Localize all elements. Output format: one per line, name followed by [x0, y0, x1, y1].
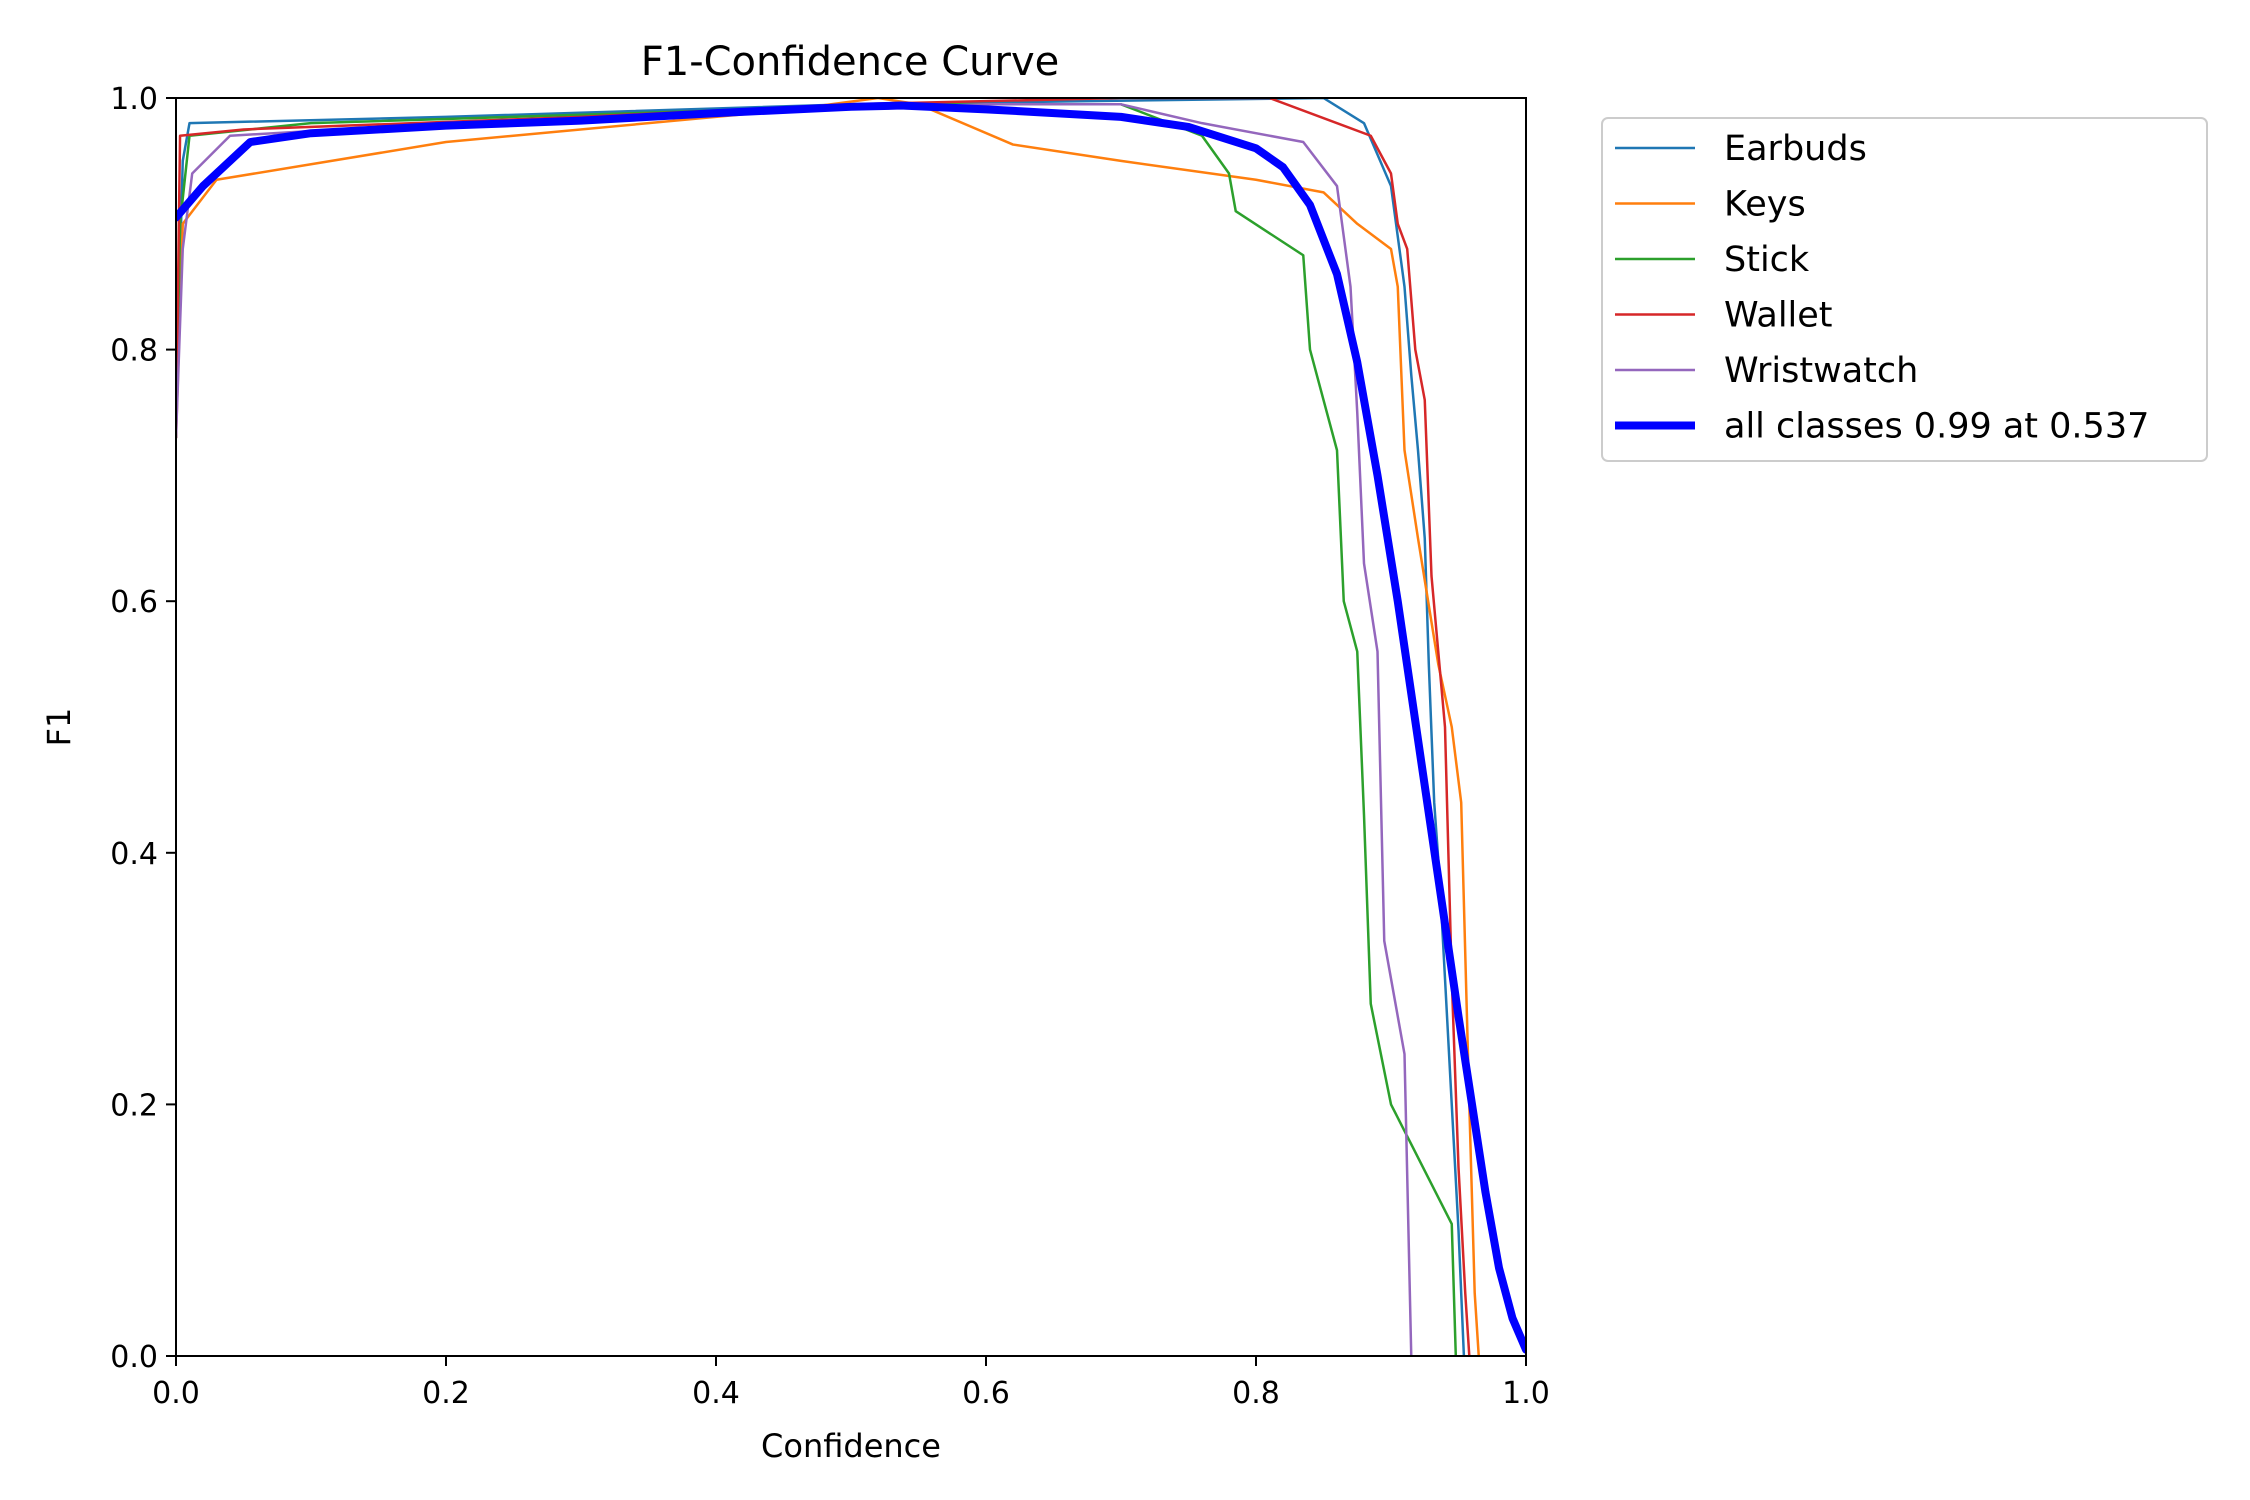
- series-line-all-classes-0-99-at-0-537: [176, 101, 1526, 1354]
- chart-title: F1-Confidence Curve: [641, 39, 1060, 85]
- plot-frame: [175, 97, 1527, 1357]
- x-tick-label: 0.8: [1232, 1376, 1280, 1411]
- y-axis: 0.0 0.2 0.4 0.6 0.8 1.0: [110, 82, 176, 1375]
- y-tick-label: 0.0: [110, 1340, 158, 1375]
- series-line-wristwatch: [176, 103, 1413, 1356]
- x-tick-label: 0.2: [422, 1376, 470, 1411]
- series-line-keys: [176, 98, 1480, 1356]
- series-line-earbuds: [176, 98, 1466, 1356]
- x-tick-label: 1.0: [1502, 1376, 1550, 1411]
- y-axis-label: F1: [40, 708, 78, 747]
- legend: Earbuds Keys Stick Wallet Wristwatch all clas…: [1601, 117, 2208, 462]
- legend-label: Wallet: [1724, 296, 1833, 336]
- y-tick-label: 0.4: [110, 837, 158, 872]
- legend-label: Keys: [1724, 185, 1806, 225]
- x-tick-label: 0.0: [152, 1376, 200, 1411]
- x-tick-label: 0.6: [962, 1376, 1010, 1411]
- x-axis-label: Confidence: [761, 1427, 941, 1465]
- legend-label: all classes 0.99 at 0.537: [1724, 407, 2149, 447]
- legend-label: Wristwatch: [1724, 351, 1918, 391]
- series-layer: [176, 98, 1526, 1356]
- y-tick-label: 1.0: [110, 82, 158, 117]
- legend-box: [1601, 117, 2208, 462]
- legend-label: Stick: [1724, 240, 1810, 280]
- x-axis: 0.0 0.2 0.4 0.6 0.8 1.0: [152, 1356, 1550, 1411]
- y-tick-label: 0.8: [110, 334, 158, 369]
- legend-label: Earbuds: [1724, 129, 1867, 169]
- x-tick-label: 0.4: [692, 1376, 740, 1411]
- y-tick-label: 0.6: [110, 585, 158, 620]
- series-line-stick: [176, 103, 1458, 1356]
- y-tick-label: 0.2: [110, 1088, 158, 1123]
- series-line-wallet: [176, 98, 1471, 1356]
